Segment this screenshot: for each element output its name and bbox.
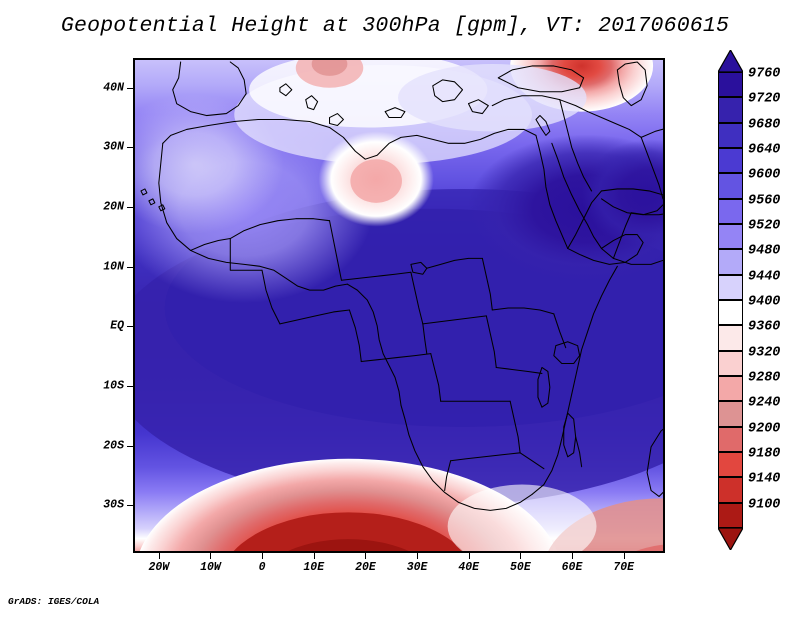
colorbar-segment[interactable] [718,502,743,528]
triangle-up-icon [718,50,743,72]
contour-fill-svg [135,60,663,551]
y-axis-tick-mark [127,445,133,447]
y-axis-tick-mark [127,87,133,89]
colorbar-tick-label: 9360 [748,319,781,335]
colorbar-segment[interactable] [718,97,743,123]
y-axis-tick-label: 40N [103,81,124,95]
y-axis-tick-label: 20S [103,439,124,453]
x-axis-tick-label: 10E [303,561,325,574]
colorbar-segment[interactable] [718,224,743,250]
triangle-down-icon [718,528,743,550]
x-axis-tick-label: 20W [148,561,170,574]
x-axis-tick-label: 50E [510,561,531,574]
x-axis-tick-mark [262,553,264,559]
x-axis-tick-label: 60E [561,561,583,574]
colorbar-segment[interactable] [718,122,743,148]
x-axis-tick-mark [313,553,315,559]
colorbar-segment[interactable] [718,477,743,503]
colorbar-segment[interactable] [718,72,743,98]
y-axis-tick-label: 10N [103,260,124,274]
colorbar-tick-label: 9240 [748,395,781,411]
colorbar-segment[interactable] [718,350,743,376]
colorbar-tick-label: 9320 [748,345,781,361]
y-axis-tick-mark [127,207,133,209]
colorbar-tick-label: 9280 [748,370,781,386]
x-axis-tick-mark [572,553,573,559]
colorbar-tick-label: 9760 [748,66,781,82]
colorbar-tick-label: 9600 [748,167,781,183]
colorbar-tick-label: 9680 [748,117,781,133]
colorbar-segment[interactable] [718,249,743,275]
x-axis-tick-mark [365,553,367,559]
x-axis-tick-mark [158,553,160,559]
x-axis-tick-mark [520,553,522,559]
x-axis-tick-mark [623,553,625,559]
colorbar-tick-label: 9200 [748,421,781,437]
y-axis-tick-mark [127,326,133,328]
y-axis-tick-mark [127,505,133,507]
x-axis-tick-mark [468,553,470,559]
y-axis-tick-label: 10S [103,379,124,393]
colorbar-tick-label: 9400 [748,294,781,310]
geopotential-height-field [135,60,663,551]
colorbar-segment[interactable] [718,274,743,300]
x-axis-tick-mark [417,553,419,559]
x-axis-tick-mark [210,553,212,559]
colorbar-segment[interactable] [718,148,743,174]
y-axis-tick-label: 30N [103,140,124,154]
colorbar-segment[interactable] [718,452,743,478]
colorbar-segment[interactable] [718,401,743,427]
colorbar-tick-label: 9560 [748,193,781,209]
colorbar-segment[interactable] [718,426,743,452]
colorbar-segment[interactable] [718,300,743,326]
x-axis-tick-label: 40E [458,561,480,574]
colorbar-tick-label: 9440 [748,269,781,285]
y-axis-tick-label: EQ [110,319,124,333]
x-axis-tick-label: 10W [200,561,221,574]
x-axis-tick-label: 20E [355,561,376,574]
attribution-footer: GrADS: IGES/COLA [8,596,100,607]
y-axis-tick-label: 20N [103,200,124,214]
colorbar-segment[interactable] [718,173,743,199]
colorbar-segment[interactable] [718,325,743,351]
colorbar-segment[interactable] [718,198,743,224]
colorbar-segment[interactable] [718,376,743,402]
map-panel[interactable] [133,58,665,553]
page-title: Geopotential Height at 300hPa [gpm], VT:… [60,14,730,38]
x-axis-tick-label: 30E [406,561,428,574]
colorbar-tick-label: 9100 [748,497,781,513]
colorbar-tick-label: 9720 [748,91,781,107]
colorbar-tick-label: 9140 [748,471,781,487]
y-axis-tick-mark [127,266,133,268]
colorbar-tick-label: 9480 [748,243,781,259]
y-axis-tick-mark [127,147,133,149]
y-axis-tick-label: 30S [103,498,124,512]
colorbar-tick-label: 9640 [748,142,781,158]
colorbar-tick-label: 9180 [748,446,781,462]
colorbar-tick-label: 9520 [748,218,781,234]
x-axis-tick-label: 0 [258,561,266,574]
x-axis-tick-label: 70E [613,561,635,574]
colorbar[interactable] [718,50,743,550]
y-axis-tick-mark [127,386,133,388]
